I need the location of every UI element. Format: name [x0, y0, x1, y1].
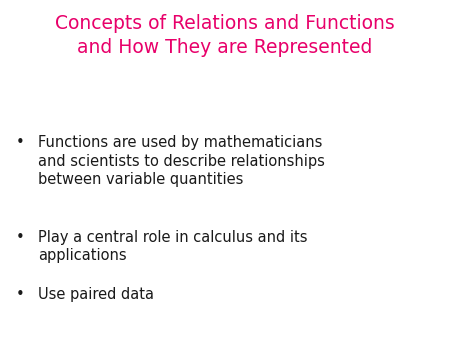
- Text: Play a central role in calculus and its
applications: Play a central role in calculus and its …: [38, 230, 308, 263]
- Text: •: •: [16, 135, 25, 150]
- Text: •: •: [16, 287, 25, 302]
- Text: Use paired data: Use paired data: [38, 287, 154, 302]
- Text: •: •: [16, 230, 25, 245]
- Text: Functions are used by mathematicians
and scientists to describe relationships
be: Functions are used by mathematicians and…: [38, 135, 325, 187]
- Text: Concepts of Relations and Functions
and How They are Represented: Concepts of Relations and Functions and …: [55, 14, 395, 57]
